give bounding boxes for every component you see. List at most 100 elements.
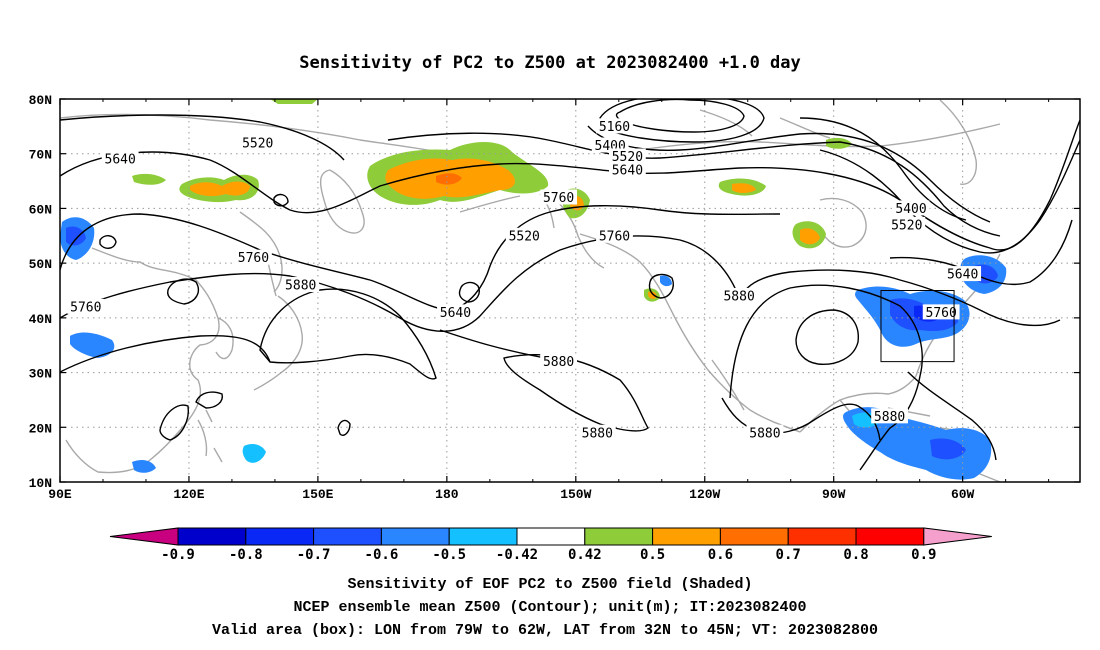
shade-pos-greenland	[826, 137, 852, 149]
contour-label-bg	[437, 304, 474, 320]
contour-label: 5760	[543, 191, 574, 206]
contour-label-bg	[871, 408, 908, 424]
lat-tick-label: 10N	[29, 476, 52, 491]
contour-label: 5760	[238, 251, 269, 266]
shade-neg-caribbean	[843, 407, 992, 480]
contour-5520-a	[60, 114, 1001, 237]
lat-tick-label: 30N	[29, 367, 52, 382]
contour-5880-b	[60, 334, 271, 373]
colorbar-label: 0.8	[843, 547, 868, 563]
shade-neg-pacific	[660, 275, 672, 287]
shade-neg-india	[132, 460, 156, 473]
caption-line-2: NCEP ensemble mean Z500 (Contour); unit(…	[293, 599, 806, 616]
colorbar-box	[516, 527, 586, 546]
contour-small-loop-2	[458, 281, 480, 303]
colorbar-box	[448, 527, 518, 546]
colorbar: -0.9 -0.8 -0.7 -0.6 -0.5 -0.42 0.42 0.5 0.6 0.7 0.…	[109, 527, 992, 563]
colorbar-label: 0.42	[568, 547, 602, 563]
figure-title: Sensitivity of PC2 to Z500 at 2023082400…	[299, 53, 801, 73]
coast-taiwan	[205, 409, 213, 423]
contour-small-loop-1	[167, 278, 200, 305]
colorbar-label: 0.7	[776, 547, 801, 563]
contour-label: 5640	[612, 164, 643, 179]
coast-aleutians	[459, 195, 521, 213]
lat-tick-label: 80N	[29, 93, 52, 108]
contour-small-loop-8	[195, 391, 223, 409]
contour-5880-g	[907, 371, 997, 461]
coast-siberia-north	[60, 113, 471, 161]
lat-tick-label: 20N	[29, 421, 52, 436]
contour-5760-c	[739, 269, 1061, 327]
colorbar-label: -0.8	[229, 547, 263, 563]
caption-line-3: Valid area (box): LON from 79W to 62W, L…	[212, 622, 878, 639]
coast-japan	[253, 295, 303, 391]
shade-neg-caribbean-dark	[930, 438, 966, 460]
lon-tick-label: 150E	[302, 487, 333, 502]
contour-5880-f	[721, 397, 881, 441]
contour-label-bg	[235, 249, 272, 265]
graticule	[60, 99, 1080, 482]
colorbar-label: -0.7	[297, 547, 331, 563]
coast-sakhalin	[267, 261, 277, 297]
map-frame	[59, 98, 1081, 483]
lon-tick-label: 150W	[560, 487, 591, 502]
coast-baja	[711, 359, 745, 411]
contour-5760-b	[60, 235, 741, 332]
contour-small-loop-5	[273, 193, 289, 207]
coast-na-west	[671, 311, 801, 433]
contour-label: 5880	[749, 426, 780, 441]
contour-5880-e	[729, 284, 923, 471]
shade-neg-china	[70, 332, 115, 358]
coast-greenland	[939, 99, 977, 185]
lon-tick-label: 60W	[951, 487, 975, 502]
shade-pos-siberia	[132, 173, 166, 185]
contour-label-bg	[540, 353, 578, 369]
colorbar-box	[245, 527, 315, 546]
contour-labels: 5160540055205640576057605520552056405760…	[67, 118, 982, 441]
contour-5400	[587, 125, 991, 223]
lon-tick-label: 90W	[822, 487, 846, 502]
coast-philippines	[197, 419, 223, 463]
colorbar-label: -0.42	[496, 547, 538, 563]
contour-small-loop-7	[337, 419, 351, 436]
colorbar-box	[787, 527, 857, 546]
contour-label-bg	[888, 216, 926, 232]
contour-5400-b	[799, 117, 967, 221]
map-panel: 5160540055205640576057605520552056405760…	[29, 93, 1081, 502]
contour-5640-a	[60, 151, 991, 249]
contour-label: 5520	[509, 229, 540, 244]
shade-orange-hudson	[800, 228, 820, 245]
contour-5880-d	[439, 329, 557, 361]
colorbar-box	[719, 527, 789, 546]
contour-label-bg	[608, 148, 646, 164]
contour-label-bg	[67, 298, 105, 314]
contour-label-bg	[596, 227, 633, 243]
colorbar-label: 0.9	[911, 547, 936, 563]
coast-korea	[215, 317, 234, 360]
valid-area-box	[880, 290, 955, 363]
contour-label: 5520	[612, 150, 643, 165]
lon-tick-label: 120E	[173, 487, 204, 502]
colorbar-box	[313, 527, 382, 546]
contour-label: 5520	[891, 218, 922, 233]
colorbar-label: -0.9	[161, 547, 195, 563]
contour-5880-a	[259, 288, 437, 380]
contour-label-bg	[101, 151, 139, 167]
contour-label-bg	[578, 424, 616, 440]
shade-orange-pacific	[648, 291, 657, 299]
contour-5520-b	[819, 139, 1080, 254]
shade-neg-seasia	[242, 444, 266, 463]
colorbar-box	[380, 527, 450, 546]
contour-5160-outer	[599, 99, 765, 143]
contour-label-bg	[239, 134, 277, 150]
contour-label-bg	[596, 118, 633, 134]
contour-label-bg	[282, 277, 320, 293]
colorbar-label: 0.6	[708, 547, 733, 563]
contour-label: 5160	[599, 120, 630, 135]
coast-canada-north	[639, 123, 1001, 151]
contour-label: 5640	[105, 153, 136, 168]
contour-label: 5880	[723, 289, 754, 304]
shade-pos-arctic	[270, 99, 318, 104]
shade-red-bering	[436, 173, 462, 185]
